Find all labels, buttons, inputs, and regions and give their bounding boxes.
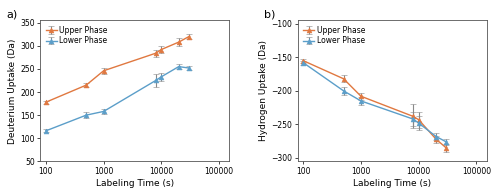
Text: b): b) [264, 9, 275, 19]
X-axis label: Labeling Time (s): Labeling Time (s) [353, 179, 431, 188]
Y-axis label: Deuterium Uptake (Da): Deuterium Uptake (Da) [8, 38, 18, 143]
Legend: Upper Phase, Lower Phase: Upper Phase, Lower Phase [302, 24, 366, 47]
X-axis label: Labeling Time (s): Labeling Time (s) [96, 179, 174, 188]
Text: a): a) [6, 9, 18, 19]
Y-axis label: Hydrogen Uptake (Da): Hydrogen Uptake (Da) [260, 40, 268, 141]
Legend: Upper Phase, Lower Phase: Upper Phase, Lower Phase [44, 24, 110, 47]
